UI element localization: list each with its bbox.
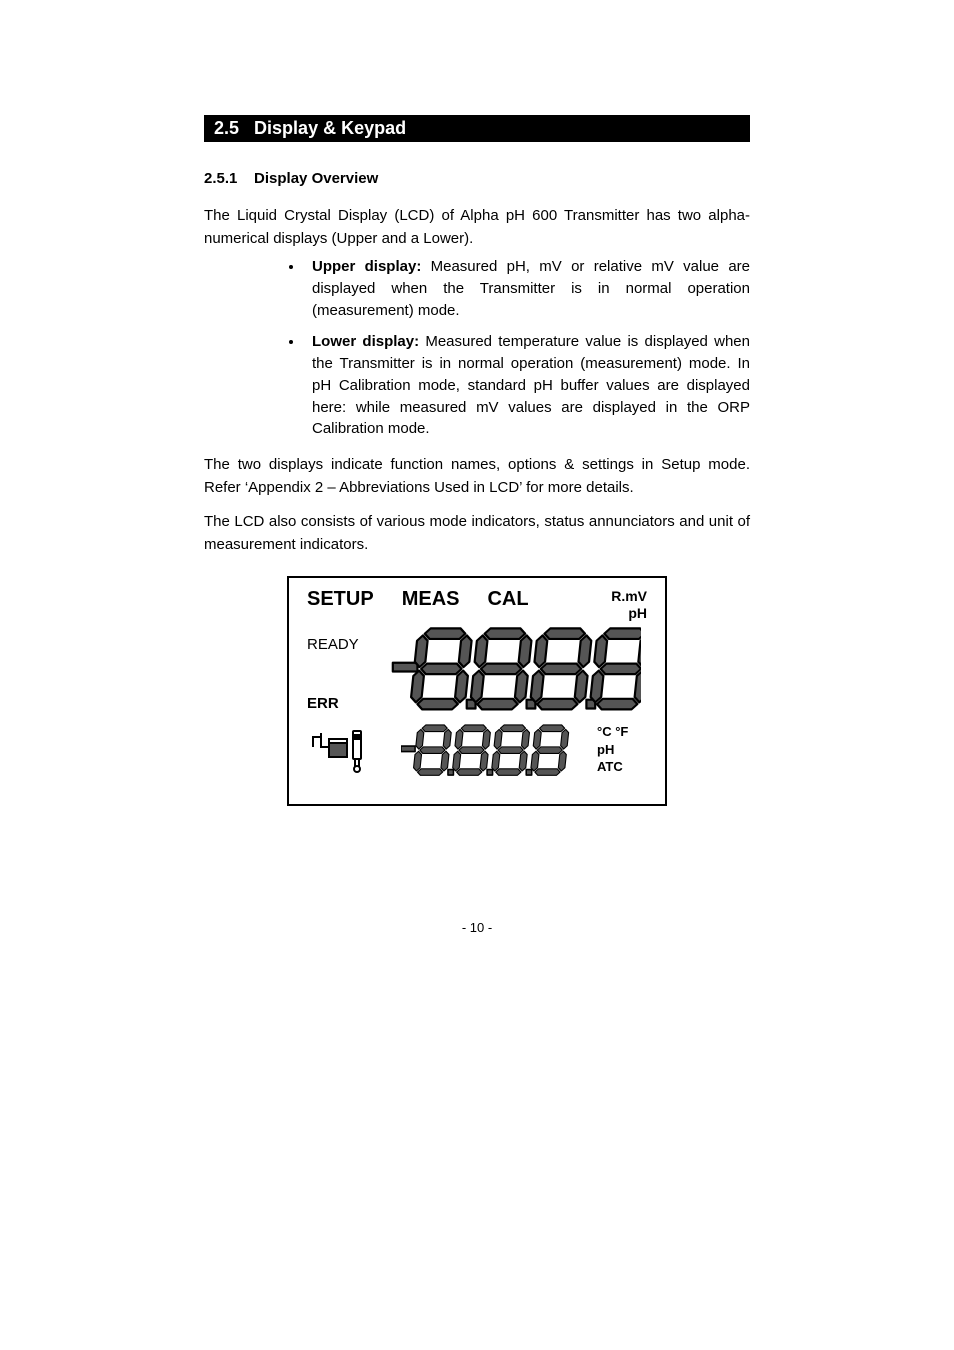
page-number: - 10 - [0, 920, 954, 935]
lcd-mode-setup: SETUP [307, 588, 374, 611]
lcd-mode-meas: MEAS [402, 588, 460, 611]
lcd-err-label: ERR [307, 695, 385, 712]
list-item: Lower display: Measured temperature valu… [304, 331, 750, 440]
subsection-heading: 2.5.1 Display Overview [204, 170, 750, 187]
subsection-title: Display Overview [254, 170, 378, 187]
paragraph: The two displays indicate function names… [204, 454, 750, 499]
bullet-label: Upper display: [312, 258, 421, 275]
lcd-lower-display [385, 720, 597, 780]
lcd-ready-label: READY [307, 636, 385, 653]
section-title: Display & Keypad [254, 118, 406, 138]
bullet-label: Lower display: [312, 333, 419, 350]
lcd-unit-atc: ATC [597, 758, 647, 776]
section-number: 2.5 [214, 118, 239, 138]
lcd-unit-ph-lower: pH [597, 741, 647, 759]
bullet-list: Upper display: Measured pH, mV or relati… [304, 256, 750, 440]
lcd-unit-cf: °C °F [597, 723, 647, 741]
lcd-unit-rmv: R.mV [611, 588, 647, 605]
electrode-icon [307, 725, 385, 775]
lcd-figure: SETUP MEAS CAL R.mV pH READY ERR [287, 576, 667, 806]
lcd-unit-ph: pH [611, 605, 647, 622]
intro-paragraph: The Liquid Crystal Display (LCD) of Alph… [204, 205, 750, 250]
section-header: 2.5 Display & Keypad [204, 115, 750, 142]
lcd-mode-cal: CAL [487, 588, 528, 611]
paragraph: The LCD also consists of various mode in… [204, 511, 750, 556]
list-item: Upper display: Measured pH, mV or relati… [304, 256, 750, 321]
subsection-number: 2.5.1 [204, 170, 237, 187]
lcd-upper-display [385, 624, 647, 712]
